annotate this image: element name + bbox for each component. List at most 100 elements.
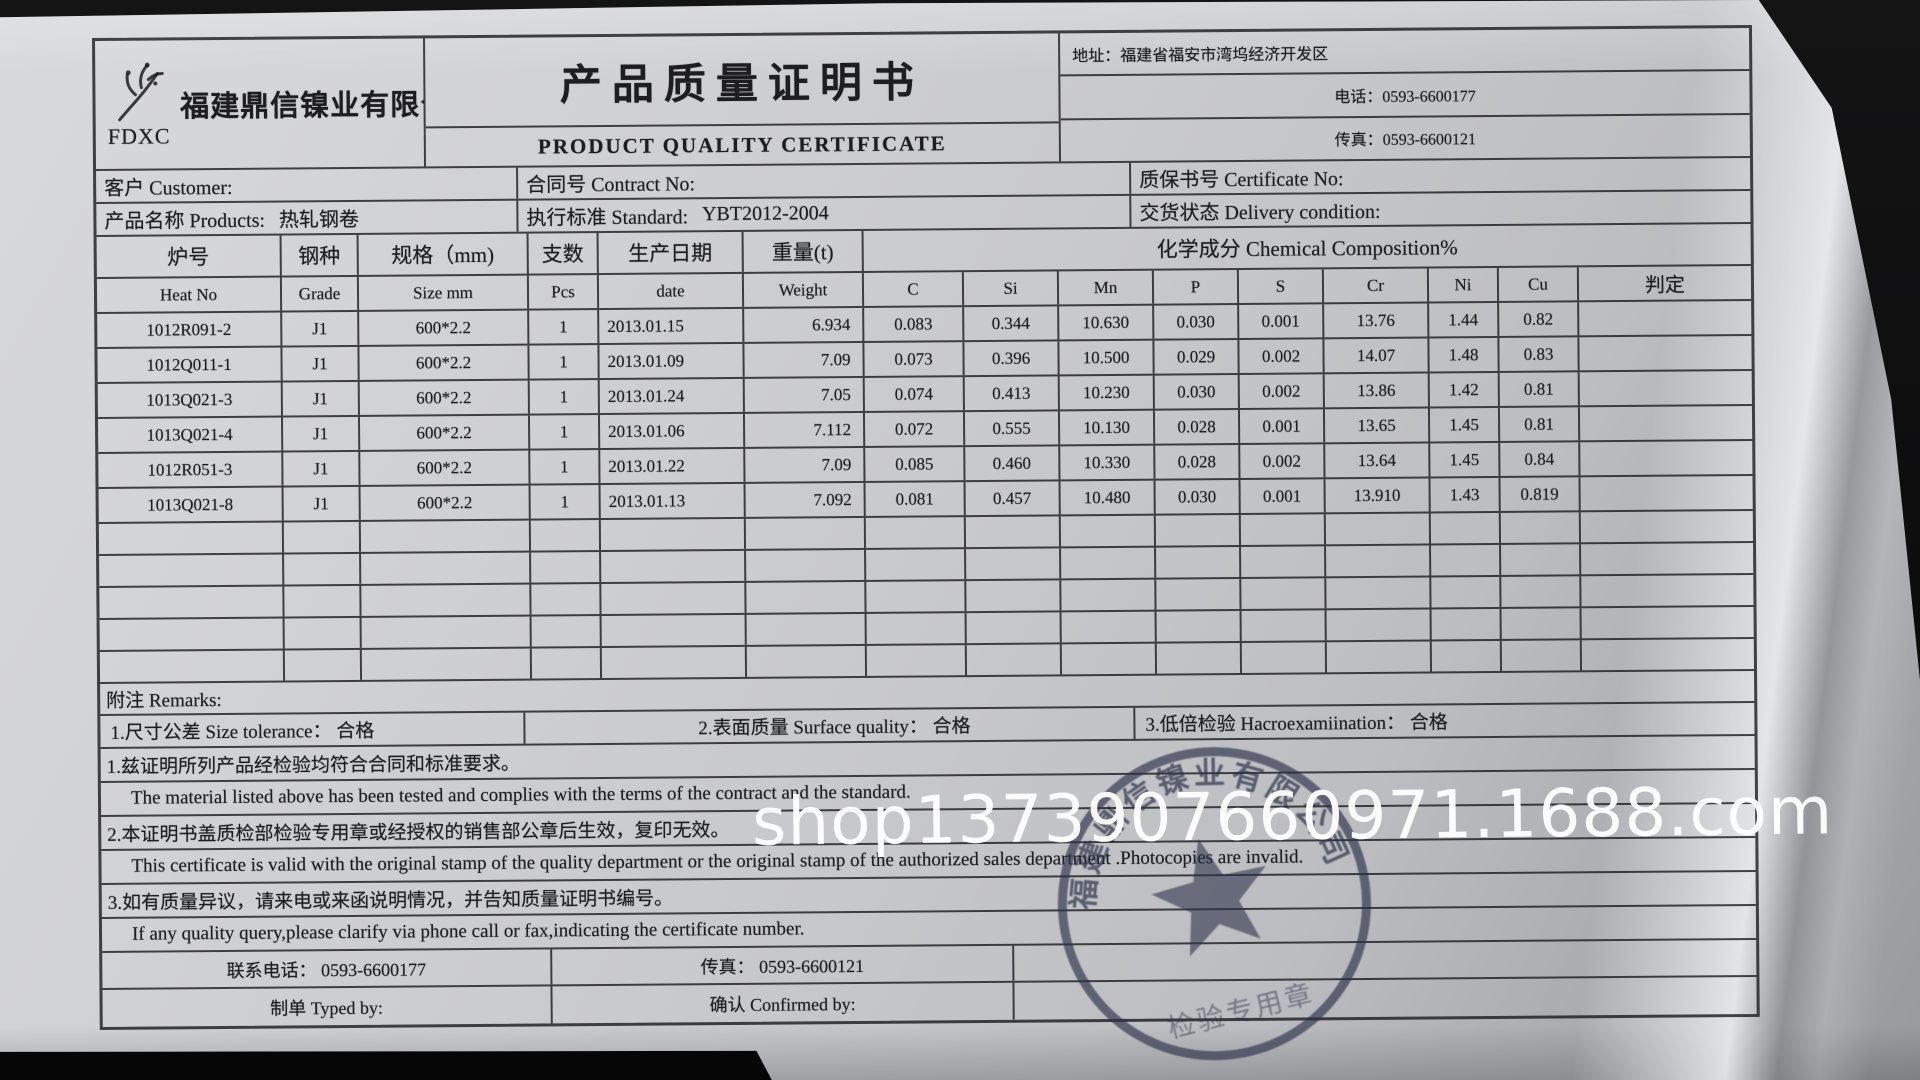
star-icon	[1151, 838, 1266, 957]
cell-size: 600*2.2	[359, 345, 530, 380]
cell-cu: 0.83	[1499, 337, 1580, 371]
cell-grade: J1	[282, 381, 360, 416]
cell-si: 0.555	[964, 411, 1061, 446]
cell-cr: 13.76	[1324, 303, 1430, 338]
cell-heat-no: 1013Q021-3	[97, 382, 283, 417]
cell-s: 0.002	[1239, 339, 1325, 373]
col-heat-no-cn: 炉号	[96, 235, 282, 277]
cell-cr: 14.07	[1324, 338, 1430, 373]
col-weight-en: Weight	[743, 272, 865, 307]
company-fax: 传真：0593-6600121	[1334, 131, 1477, 150]
cell-mn: 10.480	[1060, 480, 1156, 515]
col-p: P	[1153, 269, 1240, 304]
certificate-title-en: PRODUCT QUALITY CERTIFICATE	[425, 121, 1059, 167]
contact-cell: 地址：福建省福安市湾坞经济开发区 电话：0593-6600177 传真：0593…	[1059, 27, 1750, 161]
col-verdict: 判定	[1644, 274, 1686, 297]
cell-mn: 10.130	[1059, 410, 1156, 445]
company-logo-cell: FDXC 福建鼎信镍业有限公司	[95, 38, 427, 169]
cell-size: 600*2.2	[359, 380, 530, 415]
cell-mn: 10.630	[1059, 305, 1155, 340]
col-weight-cn: 重量(t)	[743, 230, 864, 272]
certificate-title-cn: 产品质量证明书	[559, 59, 925, 109]
cell-c: 0.072	[864, 412, 966, 446]
footer-phone: 联系电话： 0593-6600177	[102, 949, 553, 988]
cell-s: 0.002	[1240, 444, 1326, 478]
col-mn: Mn	[1058, 270, 1155, 305]
cell-c: 0.085	[865, 447, 966, 481]
col-ni: Ni	[1428, 267, 1500, 302]
cell-heat-no: 1013Q021-4	[97, 417, 284, 452]
cell-si: 0.396	[964, 341, 1060, 376]
cell-pcs: 1	[529, 310, 600, 344]
cell-mn: 10.330	[1060, 445, 1156, 480]
cell-verdict	[1579, 336, 1751, 370]
col-grade-en: Grade	[281, 276, 360, 311]
cell-s: 0.002	[1239, 374, 1325, 408]
cell-c: 0.074	[864, 377, 965, 411]
cell-cu: 0.81	[1499, 372, 1580, 406]
col-pcs-cn: 支数	[528, 233, 599, 274]
cell-p: 0.029	[1154, 339, 1240, 374]
cell-cr: 13.910	[1325, 478, 1431, 513]
cell-c: 0.081	[865, 482, 966, 516]
watermark-text: shop1373907660971.1688.com	[751, 772, 1834, 861]
col-chemical-composition: 化学成分 Chemical Composition%	[1156, 235, 1458, 262]
cell-date: 2013.01.09	[599, 343, 745, 379]
cell-size: 600*2.2	[359, 310, 530, 345]
cell-grade: J1	[282, 346, 360, 381]
cell-verdict	[1579, 301, 1751, 335]
cell-heat-no: 1013Q021-8	[98, 487, 284, 522]
cell-weight: 7.092	[745, 482, 866, 517]
company-name: 福建鼎信镍业有限公司	[180, 88, 427, 124]
delivery-condition-label: 交货状态 Delivery condition:	[1139, 200, 1381, 225]
cell-p: 0.030	[1155, 479, 1241, 514]
cell-cr: 13.65	[1324, 408, 1431, 443]
cell-s: 0.001	[1239, 304, 1325, 338]
col-size-en: Size mm	[358, 275, 530, 310]
cell-p: 0.028	[1154, 409, 1241, 444]
col-grade-cn: 钢种	[281, 234, 359, 276]
cell-date: 2013.01.06	[599, 413, 746, 449]
cell-size: 600*2.2	[360, 485, 531, 520]
cell-cu: 0.819	[1500, 477, 1581, 511]
cell-verdict	[1580, 406, 1752, 440]
header-band: FDXC 福建鼎信镍业有限公司 产品质量证明书 PRODUCT QUALITY …	[95, 27, 1750, 171]
cell-size: 600*2.2	[360, 450, 531, 485]
cell-cu: 0.81	[1499, 407, 1581, 441]
col-si: Si	[963, 271, 1060, 306]
cell-grade: J1	[283, 486, 361, 521]
cell-si: 0.460	[965, 446, 1061, 481]
cell-heat-no: 1012R091-2	[97, 312, 283, 347]
col-date-cn: 生产日期	[598, 231, 744, 274]
company-seal-stamp: 福建鼎信镍业有限公司 检验专用章	[979, 654, 1444, 1080]
standard-value: YBT2012-2004	[701, 202, 829, 226]
col-date-en: date	[598, 273, 745, 309]
col-size-cn: 规格（mm)	[358, 233, 529, 275]
footer-fax: 传真： 0593-6600121	[552, 945, 1015, 985]
cell-ni: 1.45	[1430, 442, 1501, 477]
cell-si: 0.413	[964, 376, 1060, 411]
cell-grade: J1	[282, 416, 361, 451]
cell-weight: 7.112	[744, 412, 866, 447]
cell-date: 2013.01.13	[600, 483, 746, 519]
company-abbr: FDXC	[107, 123, 171, 149]
cell-cr: 13.86	[1324, 373, 1430, 408]
col-s: S	[1238, 269, 1325, 303]
col-heat-no-en: Heat No	[96, 277, 283, 312]
cell-weight: 6.934	[744, 307, 865, 342]
cell-weight: 7.05	[744, 377, 865, 412]
cell-ni: 1.42	[1429, 372, 1500, 407]
cell-p: 0.028	[1155, 444, 1241, 479]
customer-label: 客户 Customer:	[96, 167, 519, 202]
cell-heat-no: 1012R051-3	[98, 452, 284, 487]
confirmed-by-label: 确认 Confirmed by:	[552, 982, 1015, 1024]
cell-date: 2013.01.24	[599, 378, 745, 414]
cell-si: 0.457	[965, 481, 1061, 516]
cell-pcs: 1	[530, 450, 601, 484]
cell-date: 2013.01.15	[599, 308, 745, 344]
cell-verdict	[1580, 441, 1752, 475]
cell-heat-no: 1012Q011-1	[97, 347, 283, 382]
cell-pcs: 1	[529, 415, 601, 449]
products-label: 产品名称 Products:	[104, 209, 266, 233]
